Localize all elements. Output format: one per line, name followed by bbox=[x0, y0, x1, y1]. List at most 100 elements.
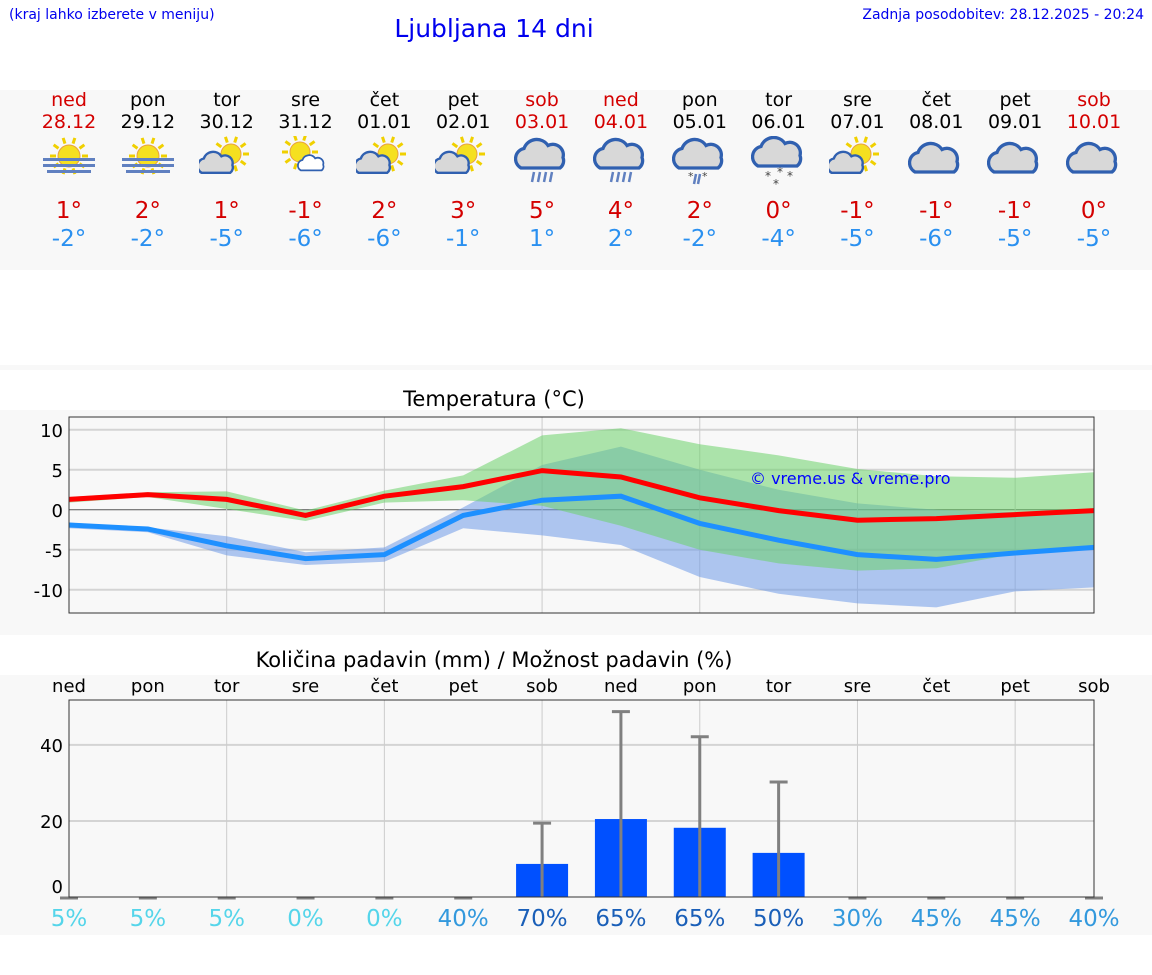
y-tick-label: -5 bbox=[45, 541, 63, 562]
cloudy-icon bbox=[908, 141, 960, 174]
day-date: 06.01 bbox=[751, 111, 806, 133]
max-temp: 5° bbox=[528, 198, 556, 224]
day-name: sob bbox=[1077, 89, 1111, 111]
day-date: 30.12 bbox=[199, 111, 254, 133]
x-day-label: pon bbox=[131, 676, 165, 697]
min-temp: -6° bbox=[288, 226, 323, 252]
rain-icon bbox=[581, 136, 661, 192]
svg-text:*: * bbox=[702, 170, 708, 183]
precip-probability: 0% bbox=[366, 906, 403, 932]
precip-probability: 5% bbox=[130, 906, 167, 932]
fog-sun-icon bbox=[121, 137, 174, 175]
rain-icon bbox=[592, 137, 645, 183]
max-temp: 0° bbox=[1080, 198, 1108, 224]
divider bbox=[0, 365, 1152, 370]
x-day-label: sob bbox=[526, 676, 558, 697]
sleet-icon: * * bbox=[660, 136, 740, 192]
fog-sun-icon bbox=[108, 136, 188, 192]
min-temp: -5° bbox=[1076, 226, 1112, 252]
precip-probability: 5% bbox=[208, 906, 245, 932]
day-name: ned bbox=[51, 89, 87, 111]
x-day-label: sre bbox=[844, 676, 871, 697]
cloudy-icon bbox=[1054, 136, 1134, 192]
day-name: sre bbox=[291, 89, 321, 111]
watermark: © vreme.us & vreme.pro bbox=[750, 469, 951, 488]
mostly-sunny-icon bbox=[281, 134, 324, 172]
x-day-label: ned bbox=[52, 676, 86, 697]
max-temp-line bbox=[68, 468, 1095, 523]
min-temp-line bbox=[68, 493, 1095, 562]
day-name: čet bbox=[369, 89, 400, 111]
plot-area bbox=[69, 700, 1094, 897]
day-date: 10.01 bbox=[1066, 111, 1122, 133]
day-date: 04.01 bbox=[593, 111, 649, 133]
max-temp: 4° bbox=[607, 198, 634, 224]
day-name: pet bbox=[999, 89, 1031, 111]
min-temp: 1° bbox=[528, 226, 556, 252]
precip-probability: 40% bbox=[438, 906, 489, 932]
max-temp: 2° bbox=[134, 198, 161, 224]
plot-frame bbox=[68, 416, 1095, 614]
x-day-label: pon bbox=[683, 676, 717, 697]
min-temp: -2° bbox=[51, 226, 87, 252]
day-date: 08.01 bbox=[909, 111, 964, 133]
min-temp: -5° bbox=[209, 226, 244, 252]
last-updated: Zadnja posodobitev: 28.12.2025 - 20:24 bbox=[862, 7, 1144, 23]
min-temp: -6° bbox=[919, 226, 954, 252]
day-name: tor bbox=[213, 89, 241, 111]
partly-cloudy-icon bbox=[353, 136, 407, 175]
temperature-chart-title: Temperatura (°C) bbox=[403, 387, 585, 411]
max-temp: 2° bbox=[686, 198, 713, 224]
snow-icon: **** bbox=[739, 135, 819, 192]
day-date: 05.01 bbox=[672, 111, 727, 133]
day-name: tor bbox=[765, 89, 793, 111]
max-temp: 1° bbox=[213, 198, 240, 224]
snow-icon: **** bbox=[750, 135, 802, 191]
min-temp: -4° bbox=[761, 226, 796, 252]
rain-icon bbox=[514, 137, 566, 183]
y-tick-label: 0 bbox=[52, 877, 63, 898]
day-date: 02.01 bbox=[436, 111, 491, 133]
precipitation-chart: ned pon tor sre čet pet sob ned pon tor sre čet pet s… bbox=[40, 676, 1119, 932]
partly-cloudy-icon bbox=[344, 136, 424, 192]
partly-cloudy-icon bbox=[432, 136, 486, 175]
fog-sun-icon bbox=[29, 136, 109, 192]
fog-sun-icon bbox=[43, 137, 95, 175]
plot-frame bbox=[68, 699, 1095, 898]
partly-cloudy-icon bbox=[826, 136, 880, 175]
partly-cloudy-icon bbox=[817, 136, 897, 192]
max-temp: 2° bbox=[371, 198, 398, 224]
location-hint: (kraj lahko izberete v meniju) bbox=[9, 7, 215, 23]
temperature-chart: 10 5 0 -5 -10 © vreme.us & vreme.pro bbox=[34, 416, 1095, 614]
y-tick-label: 10 bbox=[40, 421, 63, 442]
svg-text:*: * bbox=[787, 169, 793, 183]
day-name: sob bbox=[525, 89, 559, 111]
sleet-icon: * * bbox=[671, 137, 723, 185]
y-tick-label: 0 bbox=[52, 501, 63, 522]
cloudy-icon bbox=[975, 136, 1055, 192]
day-date: 01.01 bbox=[357, 111, 412, 133]
x-day-label: tor bbox=[766, 676, 792, 697]
day-date: 28.12 bbox=[41, 111, 97, 133]
day-name: pet bbox=[447, 89, 479, 111]
x-day-label: sre bbox=[292, 676, 319, 697]
y-tick-label: 20 bbox=[40, 812, 63, 833]
precip-probability: 45% bbox=[990, 906, 1041, 932]
x-day-label: tor bbox=[214, 676, 240, 697]
precip-probability: 70% bbox=[517, 906, 568, 932]
forecast-strip bbox=[0, 90, 1152, 270]
day-date: 09.01 bbox=[987, 111, 1043, 133]
cloudy-icon bbox=[896, 136, 976, 192]
precip-probability: 45% bbox=[911, 906, 962, 932]
min-temp: -5° bbox=[997, 226, 1033, 252]
partly-cloudy-icon bbox=[187, 136, 267, 192]
precip-probability: 65% bbox=[674, 906, 725, 932]
max-temp: -1° bbox=[288, 198, 323, 224]
min-temp: -2° bbox=[130, 226, 166, 252]
min-temp: -5° bbox=[840, 226, 875, 252]
max-temp: -1° bbox=[919, 198, 954, 224]
y-tick-label: 5 bbox=[52, 461, 63, 482]
min-temp: -6° bbox=[367, 226, 402, 252]
precip-probability: 50% bbox=[753, 906, 804, 932]
max-temp: 1° bbox=[55, 198, 83, 224]
